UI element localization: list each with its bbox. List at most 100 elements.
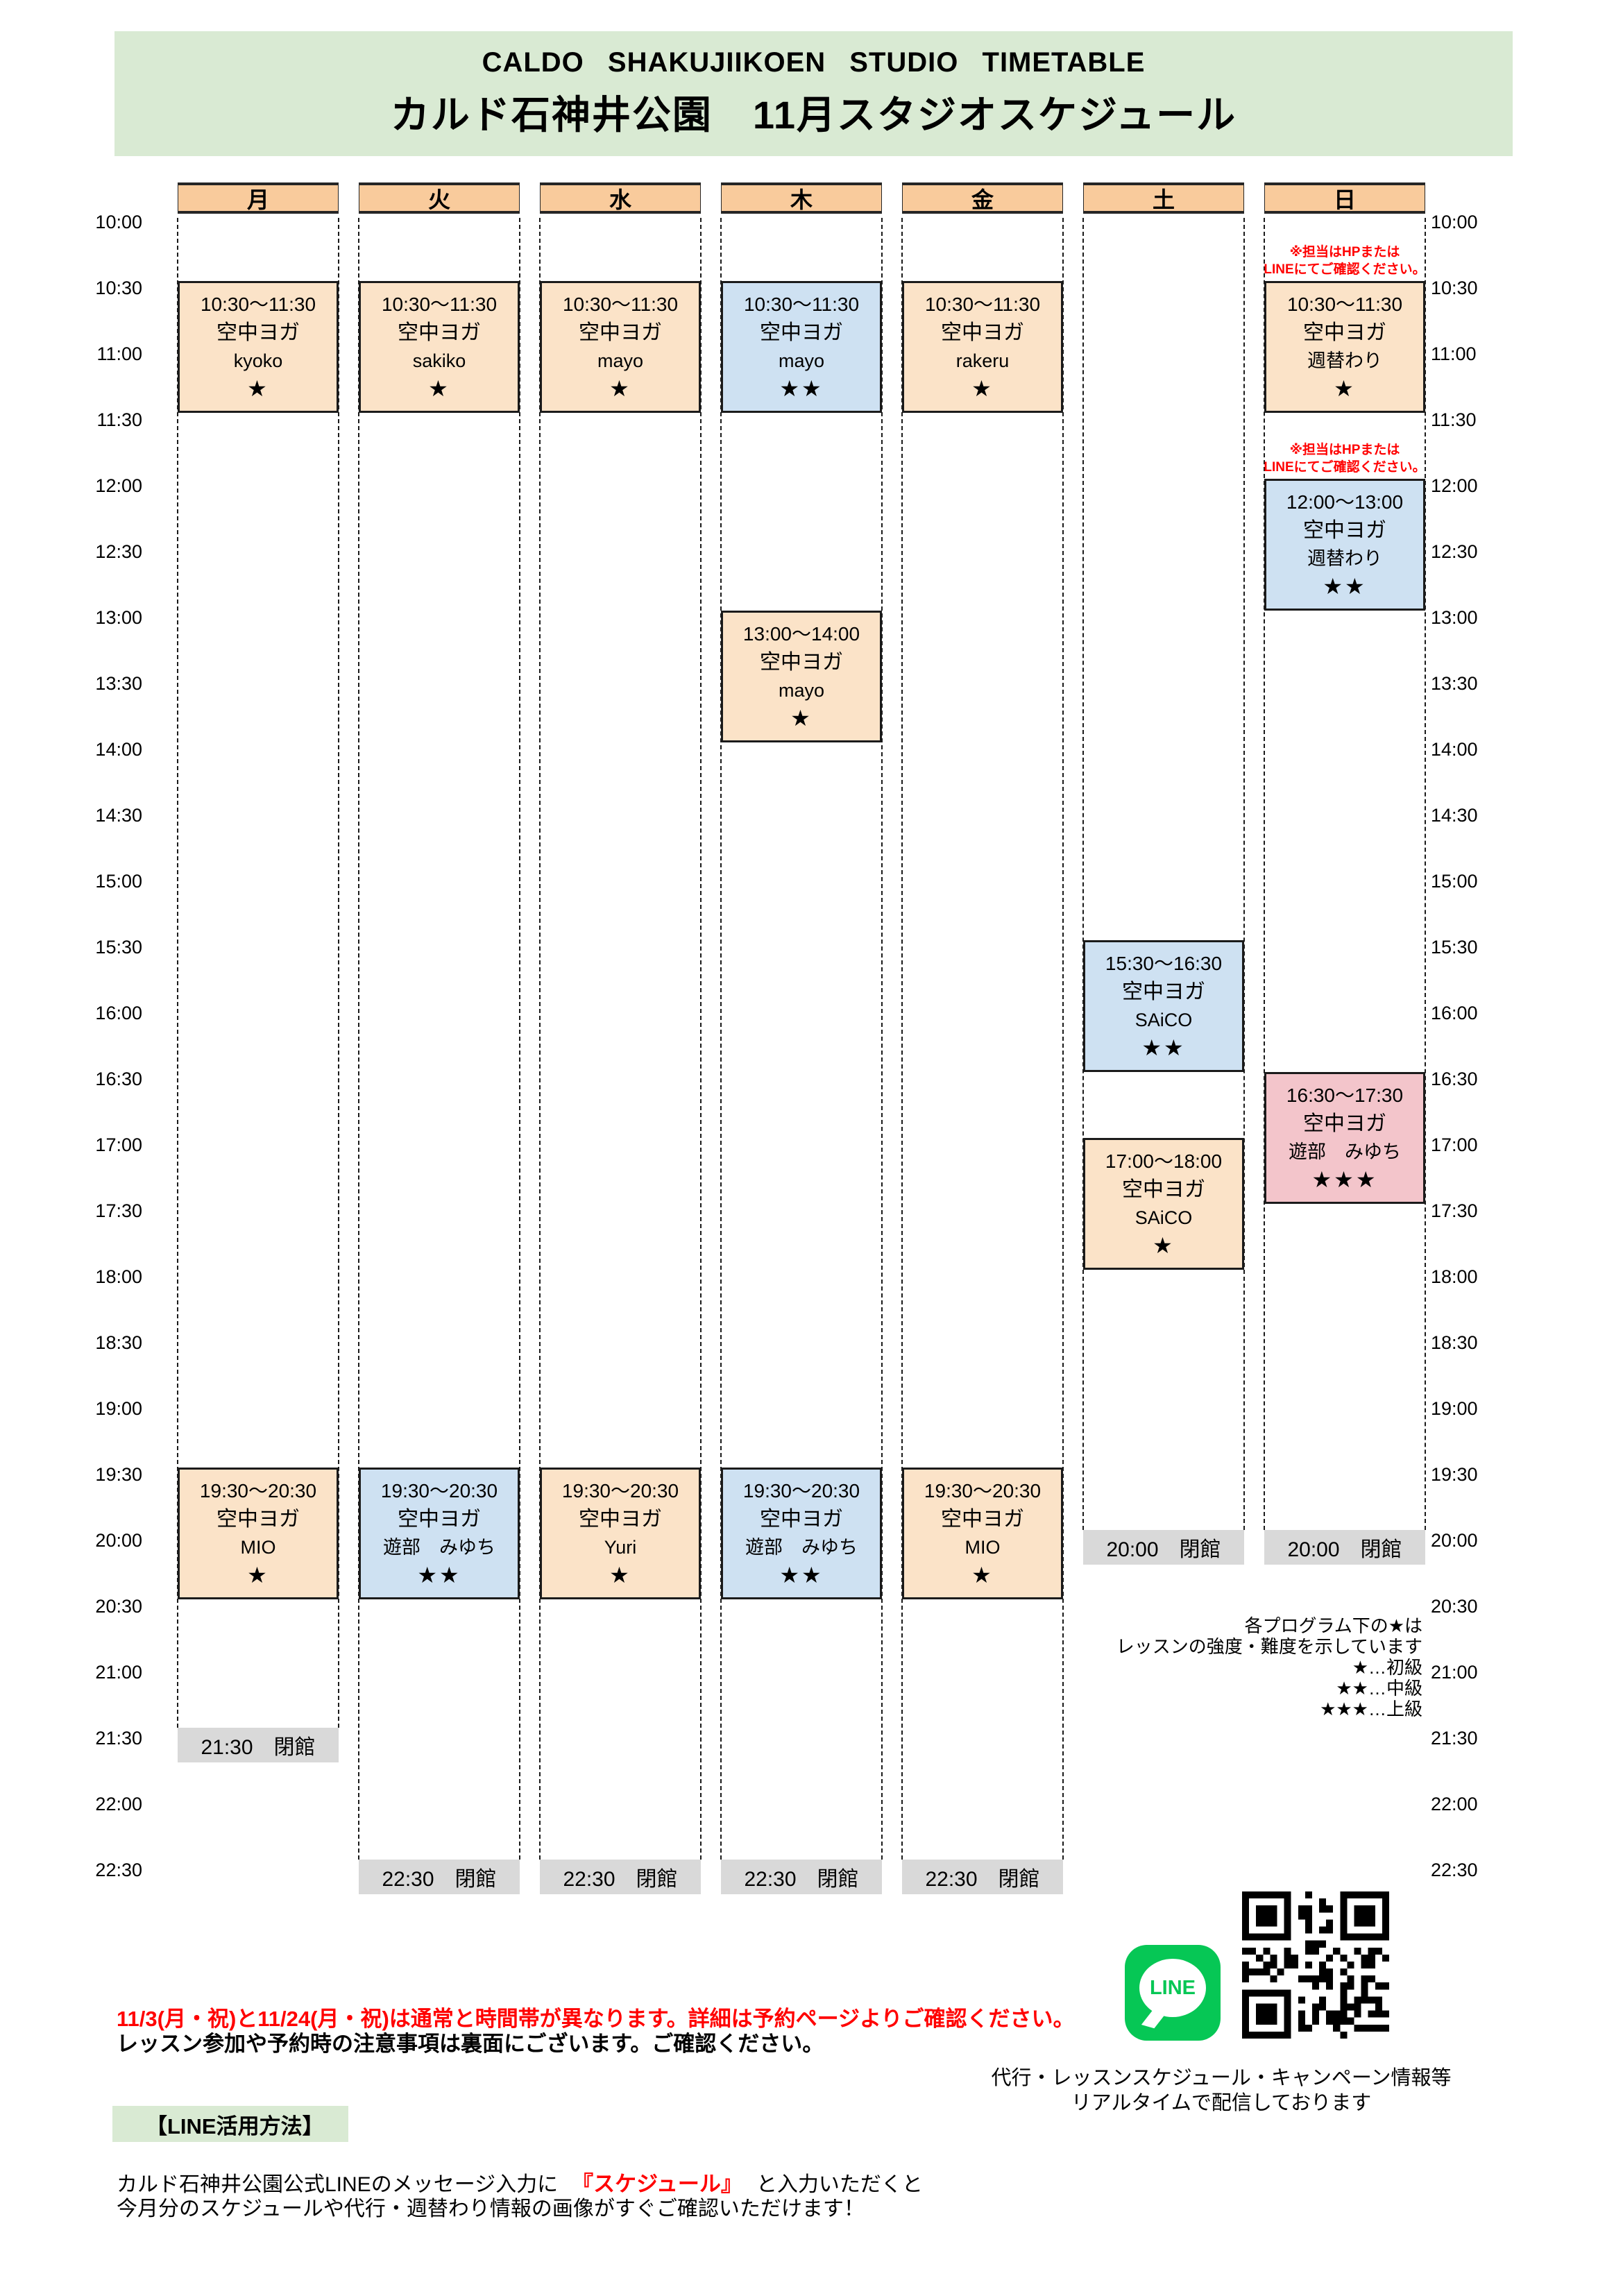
time-label-right: 12:00 (1431, 475, 1478, 496)
column-border (358, 218, 359, 1860)
time-label-right: 11:00 (1431, 343, 1477, 364)
day-header-5: 土 (1083, 182, 1244, 214)
column-border (700, 218, 702, 1860)
time-label-left: 19:30 (95, 1464, 142, 1485)
time-label-right: 20:00 (1431, 1530, 1478, 1551)
class-instructor: mayo (597, 350, 644, 371)
time-label-left: 14:00 (95, 739, 142, 760)
class-instructor: 遊部 みゆち (745, 1537, 858, 1558)
time-label-right: 17:00 (1431, 1134, 1478, 1155)
closing-band: 22:30 閉館 (540, 1860, 701, 1894)
class-stars: ★★★ (1311, 1167, 1378, 1192)
note-line: LINEにてご確認ください。 (1264, 460, 1426, 475)
class-stars: ★★ (779, 1563, 824, 1588)
holiday-warning-text: 11/3(月・祝)と11/24(月・祝)は通常と時間帯が異なります。詳細は予約ペ… (117, 2007, 1075, 2031)
time-label-right: 13:00 (1431, 607, 1478, 628)
class-time: 10:30～11:30 (1286, 294, 1403, 315)
class-block: 19:30～20:30 空中ヨガ 遊部 みゆち ★★ (359, 1468, 520, 1599)
line-app-icon: LINE (1125, 1945, 1221, 2041)
class-block: 19:30～20:30 空中ヨガ MIO ★ (902, 1468, 1063, 1599)
column-border (177, 218, 178, 1728)
time-label-right: 15:00 (1431, 871, 1478, 892)
class-instructor: 週替わり (1307, 548, 1382, 569)
class-instructor: 遊部 みゆち (1289, 1141, 1401, 1162)
class-program: 空中ヨガ (1303, 1112, 1386, 1135)
class-program: 空中ヨガ (579, 321, 662, 344)
time-label-right: 17:30 (1431, 1200, 1478, 1221)
class-program: 空中ヨガ (1122, 1178, 1205, 1201)
column-border (1243, 218, 1245, 1530)
class-block: 16:30～17:30 空中ヨガ 遊部 みゆち ★★★ (1264, 1072, 1425, 1204)
timetable-grid: 月火水木金土日 10:00 10:00 10:30 10:30 11:00 11:00 11:… (95, 182, 1478, 1894)
column-border (1082, 218, 1084, 1530)
time-label-right: 14:30 (1431, 805, 1478, 826)
class-stars: ★ (247, 376, 269, 401)
time-label-right: 18:30 (1431, 1332, 1478, 1353)
howto-post-text: と入力いただくと (756, 2173, 923, 2196)
time-label-right: 22:30 (1431, 1860, 1478, 1880)
class-time: 12:00～13:00 (1286, 491, 1404, 513)
time-label-left: 11:00 (96, 343, 142, 364)
legend-line: ★★…中級 (1336, 1678, 1422, 1699)
instructor-check-note: ※担当はHPまたは LINEにてご確認ください。 (1257, 441, 1432, 476)
day-header-3: 木 (721, 182, 882, 214)
time-label-left: 21:00 (95, 1662, 142, 1683)
time-label-left: 13:00 (95, 607, 142, 628)
day-header-1: 火 (359, 182, 520, 214)
class-block: 19:30～20:30 空中ヨガ Yuri ★ (540, 1468, 701, 1599)
legend-line: レッスンの強度・難度を示しています (1116, 1636, 1422, 1657)
class-stars: ★ (609, 1563, 631, 1588)
class-instructor: kyoko (233, 350, 283, 371)
class-program: 空中ヨガ (579, 1508, 662, 1531)
time-label-left: 10:00 (95, 212, 142, 232)
day-header-0: 月 (178, 182, 339, 214)
time-label-left: 10:30 (95, 278, 142, 298)
class-stars: ★★ (779, 376, 824, 401)
column-border (1264, 218, 1265, 1530)
class-stars: ★ (1153, 1233, 1175, 1258)
class-program: 空中ヨガ (216, 1508, 300, 1531)
time-label-left: 17:30 (95, 1200, 142, 1221)
time-label-right: 19:00 (1431, 1398, 1478, 1419)
class-time: 10:30～11:30 (743, 294, 860, 315)
class-block: 10:30～11:30 空中ヨガ rakeru ★ (902, 281, 1063, 413)
time-label-right: 19:30 (1431, 1464, 1478, 1485)
class-block: 13:00～14:00 空中ヨガ mayo ★ (721, 611, 882, 742)
day-header-6: 日 (1264, 182, 1425, 214)
note-line: ※担当はHPまたは (1289, 443, 1400, 457)
closing-band: 22:30 閉館 (359, 1860, 520, 1894)
class-time: 19:30～20:30 (924, 1480, 1042, 1502)
column-border (1425, 218, 1426, 1530)
time-label-left: 18:00 (95, 1266, 142, 1287)
class-stars: ★ (609, 376, 631, 401)
time-label-left: 20:00 (95, 1530, 142, 1551)
closing-band: 20:00 閉館 (1083, 1530, 1244, 1565)
class-program: 空中ヨガ (1122, 980, 1205, 1003)
class-instructor: mayo (778, 350, 825, 371)
line-speech-bubble: LINE (1139, 1959, 1206, 2017)
qr-code-image (1242, 1891, 1389, 2039)
class-program: 空中ヨガ (760, 651, 843, 674)
class-stars: ★ (428, 376, 450, 401)
time-label-left: 21:30 (95, 1728, 142, 1749)
time-label-right: 11:30 (1431, 409, 1477, 430)
column-border (539, 218, 541, 1860)
class-program: 空中ヨガ (398, 1508, 481, 1531)
class-program: 空中ヨガ (941, 321, 1024, 344)
class-program: 空中ヨガ (1303, 519, 1386, 542)
time-label-right: 21:00 (1431, 1662, 1478, 1683)
closing-band: 21:30 閉館 (178, 1728, 339, 1762)
class-program: 空中ヨガ (760, 321, 843, 344)
class-time: 10:30～11:30 (200, 294, 316, 315)
time-label-right: 12:30 (1431, 541, 1478, 562)
note-line: ※担当はHPまたは (1289, 245, 1400, 260)
time-label-right: 10:00 (1431, 212, 1478, 232)
time-label-right: 22:00 (1431, 1794, 1478, 1814)
class-block: 17:00～18:00 空中ヨガ SAiCO ★ (1083, 1138, 1244, 1270)
time-label-left: 20:30 (95, 1596, 142, 1617)
class-stars: ★ (247, 1563, 269, 1588)
class-stars: ★ (1334, 376, 1356, 401)
class-time: 17:00～18:00 (1105, 1150, 1223, 1172)
time-label-left: 16:00 (95, 1003, 142, 1023)
